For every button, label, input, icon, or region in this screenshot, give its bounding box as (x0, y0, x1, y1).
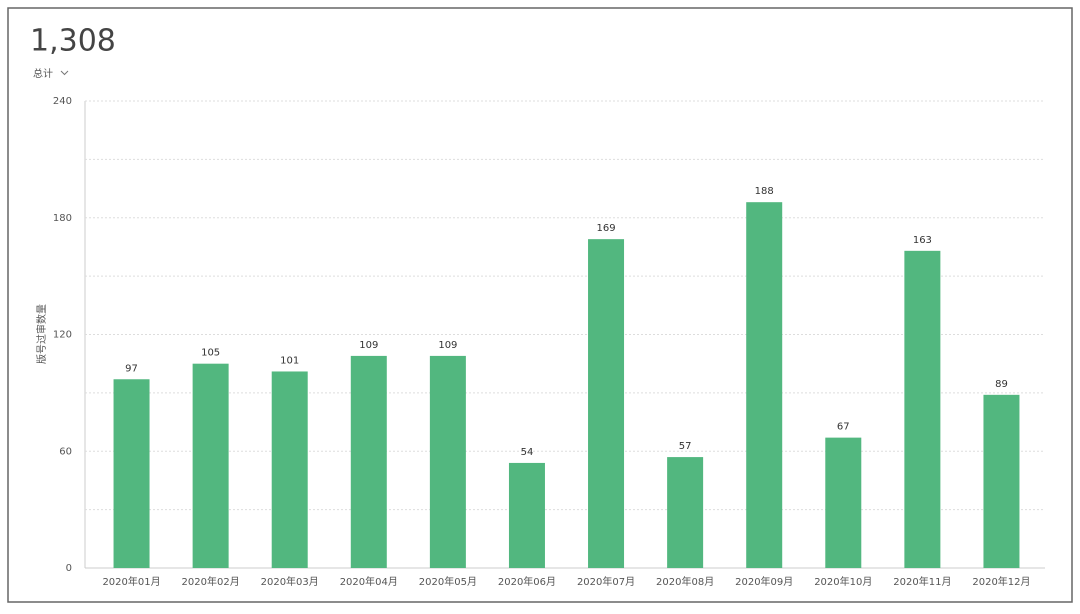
bar (904, 250, 941, 568)
y-tick-label: 0 (66, 563, 72, 574)
x-tick-label: 2020年02月 (182, 575, 240, 588)
data-label: 163 (913, 235, 932, 246)
bar (746, 202, 783, 568)
x-tick-label: 2020年01月 (102, 575, 160, 588)
dropdown-chevron[interactable] (60, 70, 69, 76)
data-label: 188 (755, 186, 774, 197)
data-label: 67 (837, 422, 850, 433)
y-tick-label: 60 (59, 446, 72, 457)
x-tick-label: 2020年05月 (419, 575, 477, 588)
data-label: 109 (438, 340, 457, 351)
bar (588, 239, 625, 568)
bar (429, 355, 466, 568)
x-tick-label: 2020年03月 (261, 575, 319, 588)
bar (271, 371, 308, 568)
y-tick-label: 120 (53, 330, 72, 341)
data-label: 109 (359, 340, 378, 351)
bar (113, 379, 150, 568)
data-label: 57 (679, 441, 692, 452)
bar (508, 462, 545, 568)
x-tick-label: 2020年04月 (340, 575, 398, 588)
total-value: 1,308 (30, 24, 116, 59)
data-label: 97 (125, 363, 138, 374)
total-label[interactable]: 总计 (33, 67, 53, 80)
x-tick-label: 2020年07月 (577, 575, 635, 588)
data-label: 101 (280, 355, 299, 366)
bar (825, 437, 862, 568)
x-tick-label: 2020年11月 (893, 575, 951, 588)
bar (350, 355, 387, 568)
data-label: 169 (596, 223, 615, 234)
bar (667, 457, 704, 568)
y-axis-label: 版号过审数量 (35, 304, 48, 364)
y-tick-label: 240 (53, 96, 72, 107)
x-tick-label: 2020年10月 (814, 575, 872, 588)
x-tick-label: 2020年09月 (735, 575, 793, 588)
bar (192, 363, 229, 568)
data-label: 89 (995, 379, 1008, 390)
x-tick-label: 2020年06月 (498, 575, 556, 588)
y-tick-label: 180 (53, 213, 72, 224)
bar (983, 394, 1020, 568)
x-tick-label: 2020年12月 (972, 575, 1030, 588)
data-label: 105 (201, 348, 220, 359)
x-tick-label: 2020年08月 (656, 575, 714, 588)
data-label: 54 (521, 447, 534, 458)
